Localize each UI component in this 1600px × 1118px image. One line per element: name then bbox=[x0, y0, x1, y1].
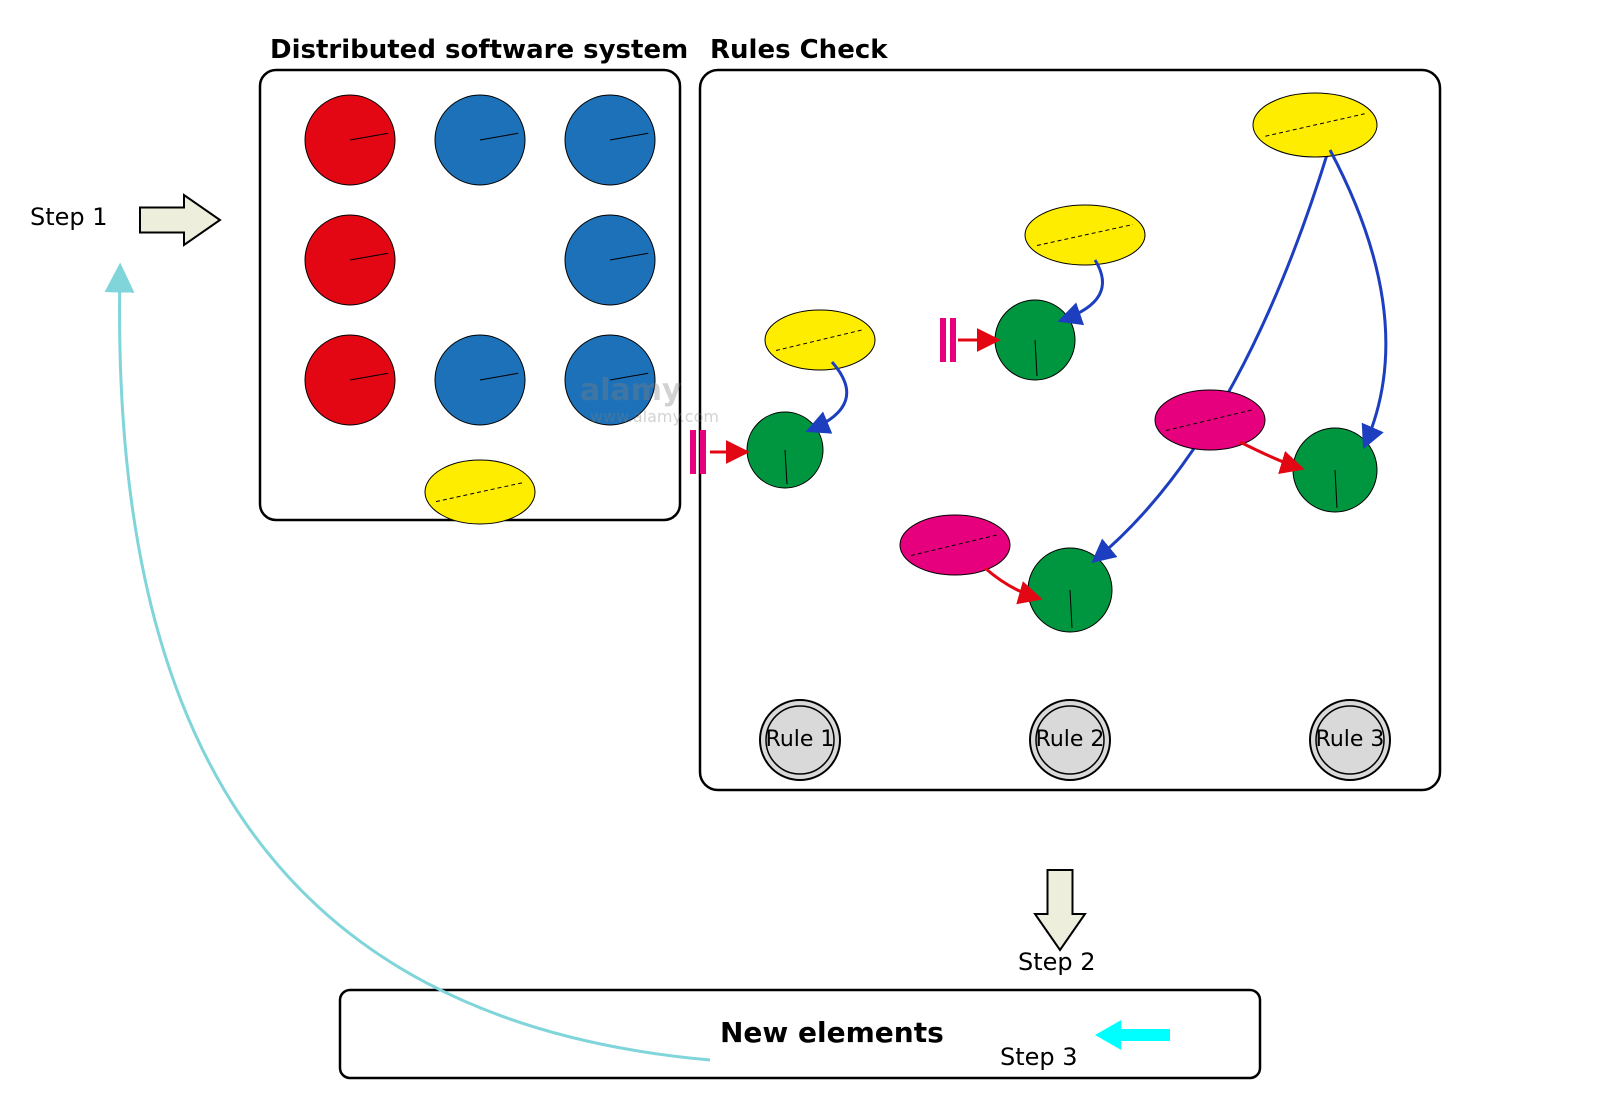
rules-title: Rules Check bbox=[710, 35, 888, 65]
rule-badge-label: Rule 2 bbox=[1036, 727, 1105, 752]
watermark-text: alamy bbox=[580, 373, 682, 408]
rule-badges: Rule 1 Rule 2 Rule 3 bbox=[760, 700, 1390, 780]
rule-badge-label: Rule 3 bbox=[1316, 727, 1385, 752]
curved-arrow bbox=[1095, 145, 1330, 560]
step3-arrow-icon bbox=[1095, 1020, 1170, 1050]
inhibitor-bar bbox=[940, 318, 946, 362]
step1-arrow-icon bbox=[140, 195, 220, 245]
curved-arrow bbox=[1062, 260, 1103, 320]
curved-arrow bbox=[1330, 150, 1386, 445]
curved-arrow bbox=[810, 362, 847, 430]
inhibitor-bar bbox=[690, 430, 696, 474]
step2-label: Step 2 bbox=[1018, 948, 1096, 976]
new-elements-label: New elements bbox=[720, 1016, 944, 1049]
step3-label: Step 3 bbox=[1000, 1043, 1078, 1071]
step1-label: Step 1 bbox=[30, 203, 108, 231]
rule-badge-label: Rule 1 bbox=[766, 727, 835, 752]
curved-arrow bbox=[1240, 442, 1300, 468]
rule-clusters bbox=[690, 93, 1386, 632]
svg-text:www.alamy.com: www.alamy.com bbox=[590, 407, 719, 426]
system-circles bbox=[305, 95, 655, 524]
step2-arrow-icon bbox=[1035, 870, 1085, 950]
watermark: alamywww.alamy.com bbox=[580, 373, 719, 426]
system-title: Distributed software system bbox=[270, 35, 688, 65]
